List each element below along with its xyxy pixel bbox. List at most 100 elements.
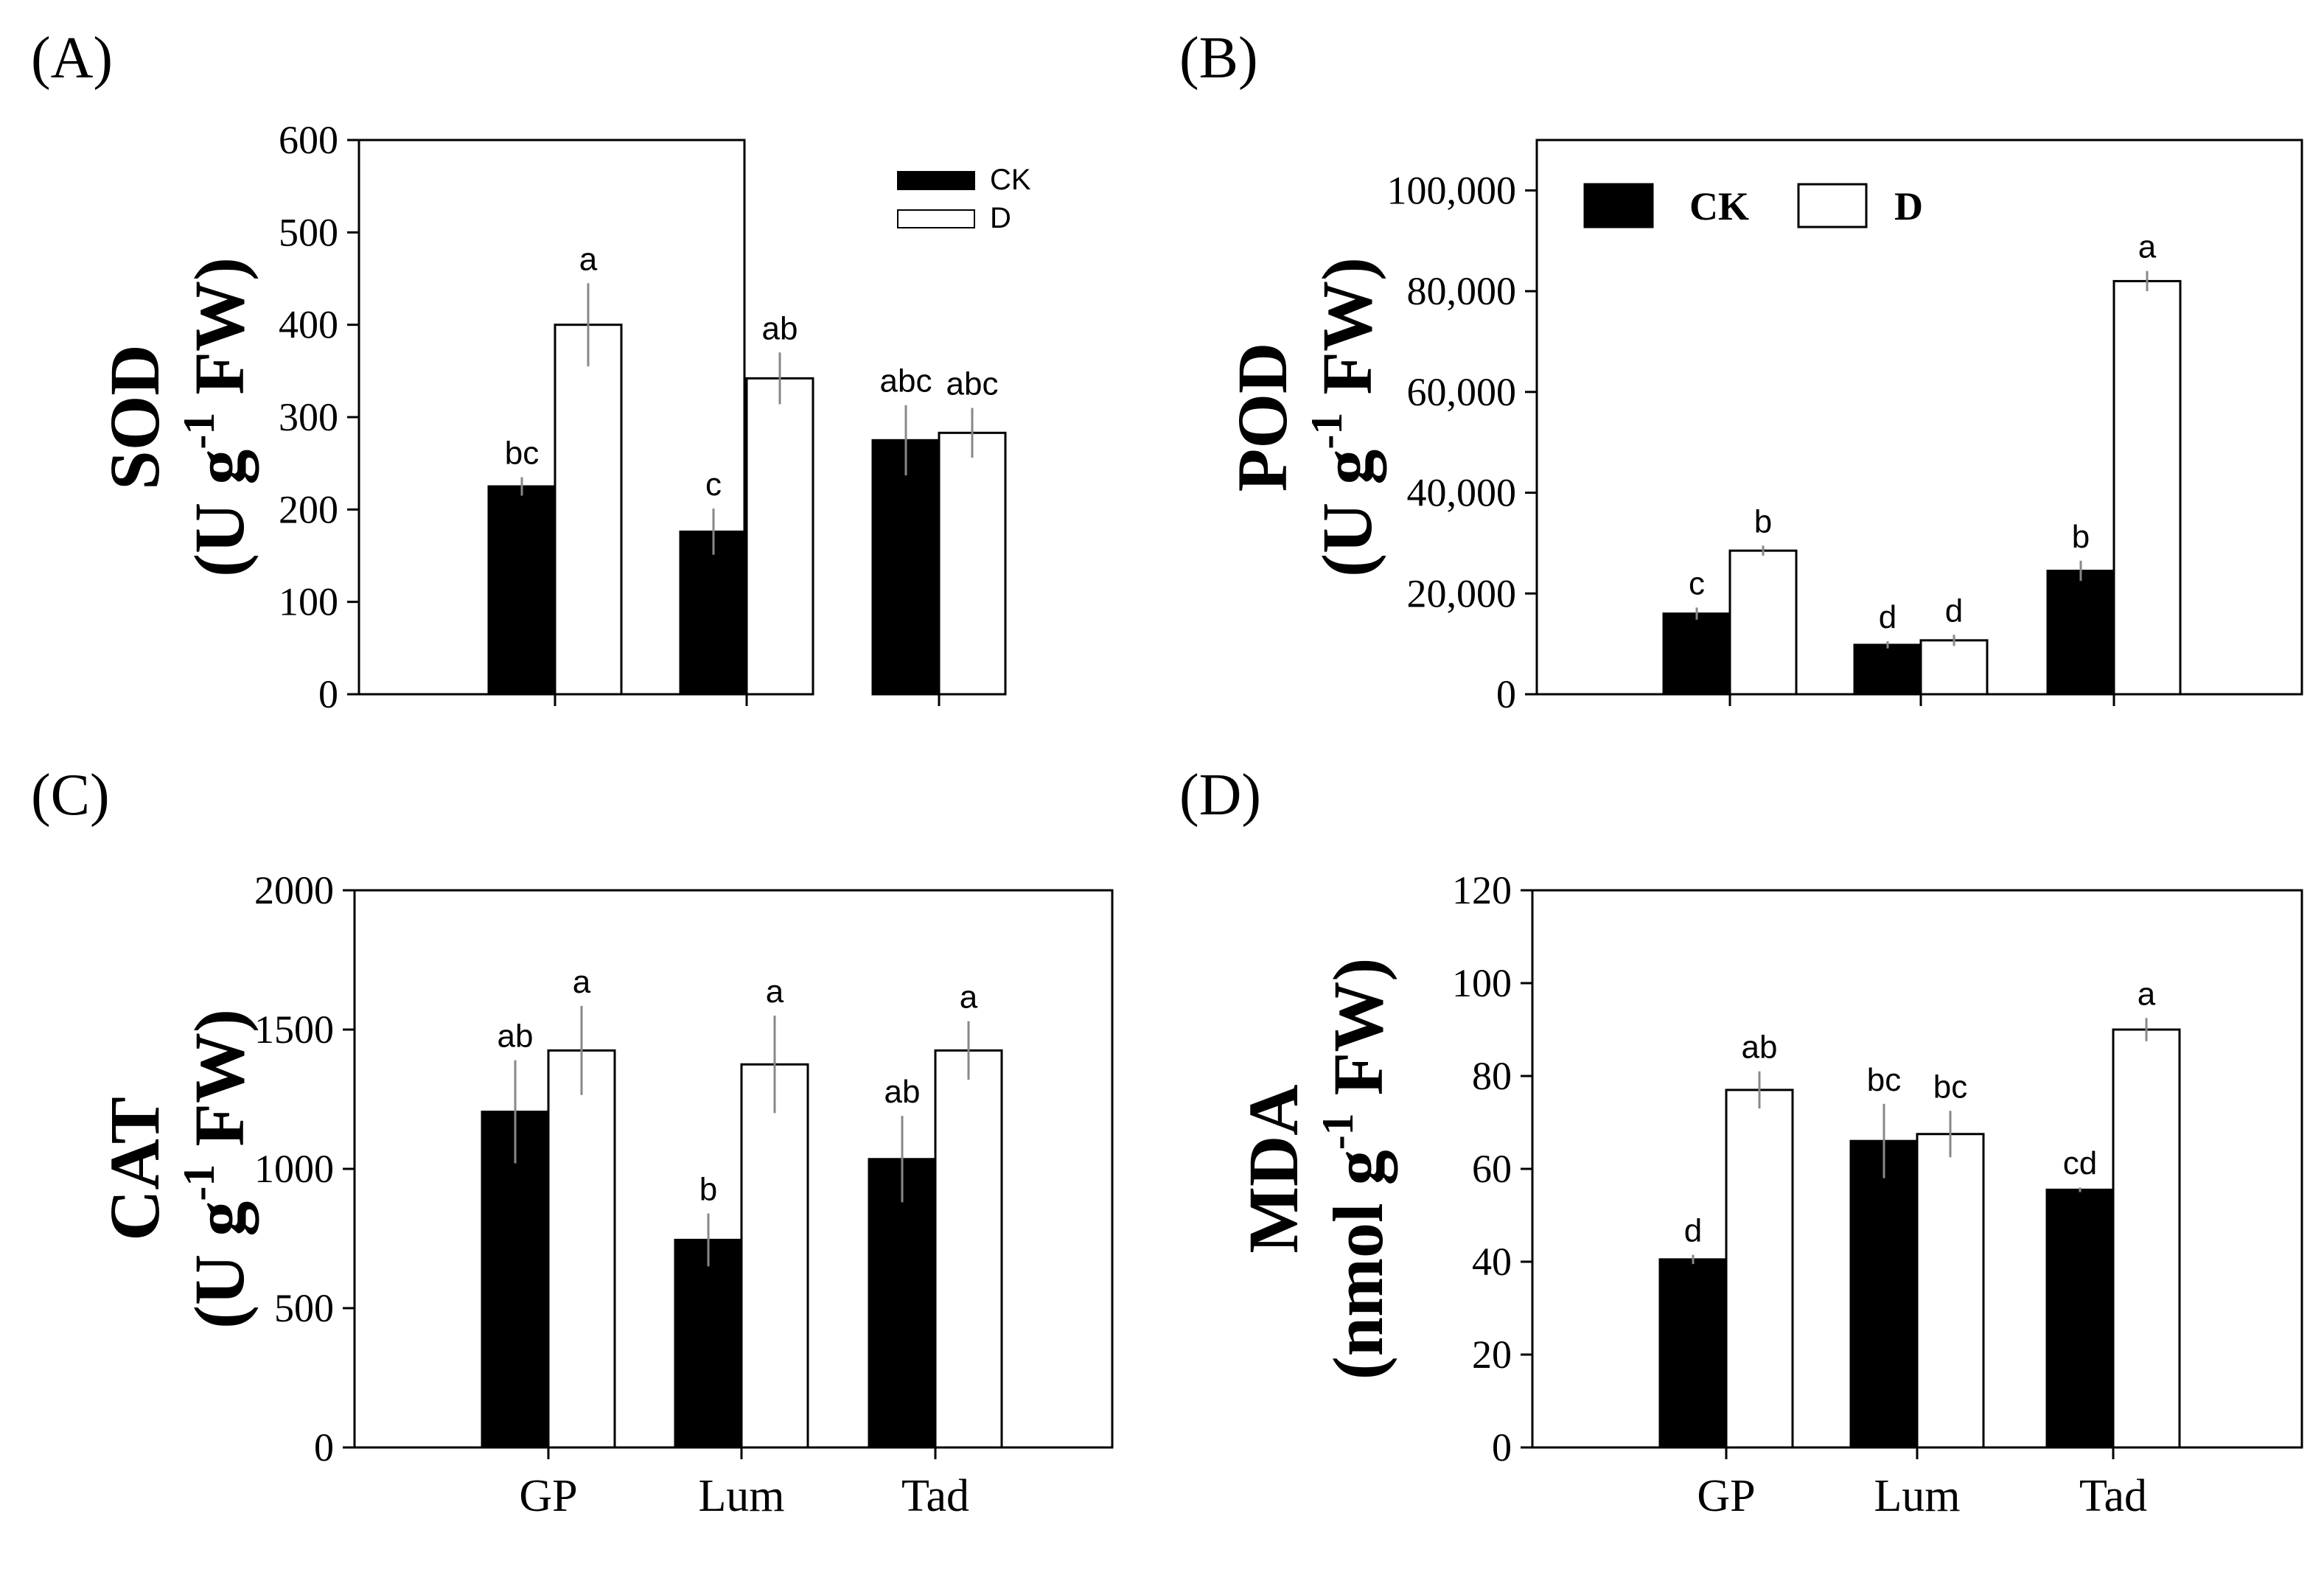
y-axis-unit-exponent: -1 (175, 413, 223, 450)
significance-letter: a (960, 979, 978, 1016)
panel-c: (C) CAT(U g-1 FW) 0 500 1000 1500 2000 GP Lum Tad… (31, 763, 1114, 1521)
y-axis-unit-part: FW) (180, 1009, 259, 1164)
significance-letter: b (699, 1171, 717, 1207)
x-category-label: GP (519, 1471, 577, 1521)
bar-ck (1849, 1139, 1919, 1449)
panel-a: (A) SOD(U g-1 FW) 0 100 200 300 400 500 600 bc c ab… (31, 26, 1031, 716)
bar-d (934, 1049, 1003, 1449)
significance-letter: a (2138, 229, 2157, 265)
significance-letter: d (1879, 599, 1896, 635)
y-axis-unit-exponent: -1 (1302, 413, 1351, 450)
y-tick-label: 20 (1472, 1332, 1512, 1377)
bar-d (1728, 549, 1798, 696)
significance-letter: a (766, 974, 784, 1010)
significance-letter: cd (2063, 1145, 2097, 1181)
legend-swatch-ck (1583, 183, 1654, 228)
y-axis-label: MDA (nmol g-1 FW) (1234, 958, 1397, 1380)
legend: CK D (1583, 183, 1923, 228)
significance-letter: ab (1742, 1030, 1778, 1066)
y-tick-label: 20,000 (1407, 571, 1517, 615)
bar-ck (1853, 643, 1922, 696)
y-tick-label: 400 (279, 303, 338, 347)
legend-label-ck: CK (990, 164, 1031, 196)
y-tick-label: 1500 (254, 1007, 334, 1052)
y-tick-label: 600 (279, 118, 338, 162)
y-tick-label: 100 (1452, 961, 1512, 1005)
x-category-label: Tad (2079, 1471, 2147, 1521)
y-tick-label: 40,000 (1407, 471, 1517, 515)
panel-label: (D) (1179, 763, 1261, 828)
bar-ck (871, 439, 941, 696)
significance-letter: d (1684, 1213, 1702, 1249)
bar-d (2112, 1028, 2181, 1449)
y-axis-unit-exponent: -1 (1313, 1113, 1362, 1150)
y-tick-label: 100 (279, 580, 338, 624)
x-category-label: Tad (901, 1471, 969, 1521)
y-axis-unit-part: (U g (180, 450, 259, 577)
y-tick-label: 500 (279, 210, 338, 254)
y-tick-label: 0 (1492, 1425, 1512, 1470)
panel-label: (A) (31, 26, 113, 91)
y-axis-unit-part: (U g (1308, 450, 1386, 577)
significance-letter: a (2138, 976, 2156, 1012)
bar-ck (2046, 570, 2115, 696)
y-tick-label: 40 (1472, 1240, 1512, 1284)
bar-d (554, 324, 623, 696)
y-axis-label: SOD(U g-1 FW) (95, 257, 259, 577)
y-axis-title: MDA (1234, 1084, 1313, 1253)
y-axis-unit: (nmol g-1 FW) (1313, 958, 1397, 1380)
bar-ck (679, 530, 748, 696)
significance-letter: a (573, 964, 591, 1000)
significance-letter: b (2072, 519, 2090, 555)
significance-letter: ab (762, 310, 798, 346)
panel-label: (C) (31, 763, 110, 828)
legend-swatch-d (897, 209, 975, 228)
legend-swatch-d (1797, 183, 1868, 228)
legend-label-ck: CK (1689, 184, 1749, 228)
significance-letter: abc (880, 363, 932, 399)
y-axis-unit-exponent: -1 (175, 1164, 223, 1201)
y-tick-label: 500 (274, 1286, 334, 1330)
bar-d (1916, 1133, 1985, 1449)
significance-letter: a (579, 241, 598, 277)
bar-d (740, 1063, 809, 1449)
y-tick-label: 60,000 (1407, 370, 1517, 414)
legend-label-d: D (1894, 184, 1923, 228)
y-tick-label: 0 (314, 1425, 334, 1470)
panel-b: (B) POD(U g-1 FW) 0 20,000 40,000 60,000 80,00… (1179, 26, 2303, 716)
y-tick-label: 0 (318, 672, 338, 716)
y-axis-unit-part: (U g (180, 1201, 259, 1329)
significance-letter: c (705, 467, 722, 503)
y-tick-label: 80,000 (1407, 269, 1517, 313)
legend: CK D (897, 164, 1031, 234)
y-tick-label: 60 (1472, 1147, 1512, 1191)
y-axis-label: POD(U g-1 FW) (1223, 257, 1386, 577)
significance-letter: ab (884, 1074, 921, 1110)
bar-ck (674, 1238, 743, 1449)
y-axis-title: POD (1223, 343, 1302, 492)
bar-ck (1658, 1258, 1728, 1449)
y-axis-unit: (U g-1 FW) (175, 1009, 259, 1329)
bar-ck (1662, 612, 1731, 696)
legend-swatch-ck (897, 171, 975, 190)
y-axis-unit: (U g-1 FW) (1302, 257, 1386, 577)
y-axis-unit: (U g-1 FW) (175, 257, 259, 577)
y-axis-unit-part: FW) (1308, 257, 1386, 413)
bar-d (1919, 639, 1989, 696)
significance-letter: bc (505, 435, 539, 471)
legend-label-d: D (990, 202, 1011, 234)
bar-d (745, 377, 814, 696)
bar-d (547, 1049, 616, 1449)
y-axis-unit-part: (nmol g (1319, 1150, 1397, 1380)
bar-ck (868, 1158, 937, 1449)
y-tick-label: 300 (279, 395, 338, 439)
significance-letter: bc (1933, 1069, 1967, 1105)
panel-d: (D) MDA (nmol g-1 FW) 0 20 40 60 80 100 120 GP Lum T… (1179, 763, 2303, 1521)
bar-ck (2045, 1188, 2115, 1449)
significance-letter: bc (1867, 1062, 1901, 1098)
y-tick-label: 120 (1452, 868, 1512, 912)
y-tick-label: 2000 (254, 868, 334, 912)
y-axis-title: CAT (95, 1097, 174, 1241)
x-category-label: Lum (698, 1471, 784, 1521)
